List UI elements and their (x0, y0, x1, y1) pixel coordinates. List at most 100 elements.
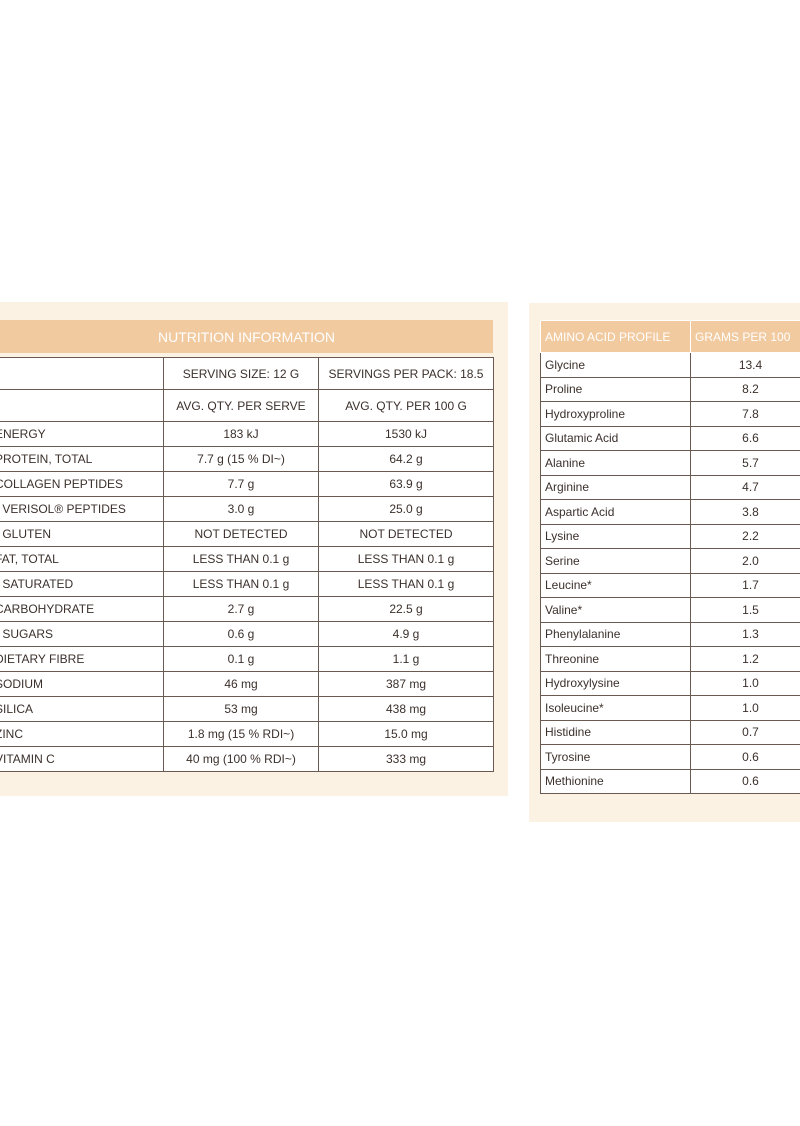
nutrient-label: DIETARY FIBRE (0, 646, 164, 672)
nutrient-row: VITAMIN C 40 mg (100 % RDI~) 333 mg (0, 746, 494, 772)
value-cell: 1530 kJ (318, 421, 494, 447)
value-cell: 1.8 mg (15 % RDI~) (163, 721, 319, 747)
amino-row: Methionine 0.6 (540, 768, 800, 794)
amino-name: Hydroxylysine (540, 670, 691, 696)
value-cell: 25.0 g (318, 496, 494, 522)
amino-name: Glutamic Acid (540, 425, 691, 451)
value-cell: 183 kJ (163, 421, 319, 447)
value-cell: 0.6 g (163, 621, 319, 647)
amino-row: Hydroxyproline 7.8 (540, 401, 800, 427)
value-cell: 15.0 mg (318, 721, 494, 747)
value-cell: 64.2 g (318, 446, 494, 472)
value-cell: 438 mg (318, 696, 494, 722)
header-row: AVG. QTY. PER SERVE AVG. QTY. PER 100 G (0, 389, 494, 422)
value-cell: 22.5 g (318, 596, 494, 622)
amino-row: Histidine 0.7 (540, 719, 800, 745)
amino-name: Leucine* (540, 572, 691, 598)
amino-row: Phenylalanine 1.3 (540, 621, 800, 647)
amino-value: 1.0 (690, 670, 800, 696)
amino-row: Isoleucine* 1.0 (540, 695, 800, 721)
amino-name: Serine (540, 548, 691, 574)
nutrient-label: VITAMIN C (0, 746, 164, 772)
amino-row: Arginine 4.7 (540, 474, 800, 500)
nutrient-label: SILICA (0, 696, 164, 722)
amino-row: Glycine 13.4 (540, 352, 800, 378)
amino-value: 6.6 (690, 425, 800, 451)
amino-row: Leucine* 1.7 (540, 572, 800, 598)
amino-value: 7.8 (690, 401, 800, 427)
value-cell: 46 mg (163, 671, 319, 697)
nutrient-label: - VERISOL® PEPTIDES (0, 496, 164, 522)
nutrient-label: ENERGY (0, 421, 164, 447)
value-cell: 1.1 g (318, 646, 494, 672)
amino-name: Glycine (540, 352, 691, 378)
amino-row: Hydroxylysine 1.0 (540, 670, 800, 696)
amino-value: 1.3 (690, 621, 800, 647)
amino-name: Tyrosine (540, 744, 691, 770)
amino-row: Aspartic Acid 3.8 (540, 499, 800, 525)
blank-cell (0, 389, 164, 422)
nutrient-row: COLLAGEN PEPTIDES 7.7 g 63.9 g (0, 471, 494, 497)
amino-name: Alanine (540, 450, 691, 476)
header-row: SERVING SIZE: 12 G SERVINGS PER PACK: 18.… (0, 357, 494, 390)
value-cell: 4.9 g (318, 621, 494, 647)
value-cell: 7.7 g (15 % DI~) (163, 446, 319, 472)
amino-name: Aspartic Acid (540, 499, 691, 525)
nutrient-row: CARBOHYDRATE 2.7 g 22.5 g (0, 596, 494, 622)
header-cell: AVG. QTY. PER 100 G (318, 389, 494, 422)
amino-row: Serine 2.0 (540, 548, 800, 574)
header-cell: AMINO ACID PROFILE (540, 320, 691, 353)
value-cell: LESS THAN 0.1 g (163, 571, 319, 597)
amino-name: Threonine (540, 646, 691, 672)
amino-value: 1.7 (690, 572, 800, 598)
amino-name: Hydroxyproline (540, 401, 691, 427)
header-cell: AVG. QTY. PER SERVE (163, 389, 319, 422)
nutrition-panel: NUTRITION INFORMATION SERVING SIZE: 12 G… (0, 302, 508, 796)
amino-row: Valine* 1.5 (540, 597, 800, 623)
value-cell: 3.0 g (163, 496, 319, 522)
amino-row: Glutamic Acid 6.6 (540, 425, 800, 451)
nutrient-row: - VERISOL® PEPTIDES 3.0 g 25.0 g (0, 496, 494, 522)
nutrient-label: - GLUTEN (0, 521, 164, 547)
nutrient-row: ENERGY 183 kJ 1530 kJ (0, 421, 494, 447)
amino-name: Methionine (540, 768, 691, 794)
nutrient-row: DIETARY FIBRE 0.1 g 1.1 g (0, 646, 494, 672)
amino-row: Tyrosine 0.6 (540, 744, 800, 770)
amino-value: 0.7 (690, 719, 800, 745)
value-cell: 0.1 g (163, 646, 319, 672)
amino-row: Threonine 1.2 (540, 646, 800, 672)
amino-value: 3.8 (690, 499, 800, 525)
nutrient-label: - SATURATED (0, 571, 164, 597)
value-cell: 387 mg (318, 671, 494, 697)
amino-name: Proline (540, 376, 691, 402)
amino-row: Lysine 2.2 (540, 523, 800, 549)
nutrient-row: PROTEIN, TOTAL 7.7 g (15 % DI~) 64.2 g (0, 446, 494, 472)
amino-name: Phenylalanine (540, 621, 691, 647)
value-cell: 53 mg (163, 696, 319, 722)
nutrient-row: - SUGARS 0.6 g 4.9 g (0, 621, 494, 647)
nutrient-label: SODIUM (0, 671, 164, 697)
nutrient-label: - SUGARS (0, 621, 164, 647)
header-cell: SERVINGS PER PACK: 18.5 (318, 357, 494, 390)
amino-value: 0.6 (690, 768, 800, 794)
amino-panel: AMINO ACID PROFILE GRAMS PER 100 Glycine 13… (529, 303, 800, 822)
amino-row: Alanine 5.7 (540, 450, 800, 476)
amino-value: 8.2 (690, 376, 800, 402)
nutrition-table: SERVING SIZE: 12 G SERVINGS PER PACK: 18.… (0, 357, 494, 772)
amino-name: Arginine (540, 474, 691, 500)
nutrient-label: COLLAGEN PEPTIDES (0, 471, 164, 497)
header-cell: SERVING SIZE: 12 G (163, 357, 319, 390)
blank-cell (0, 357, 164, 390)
value-cell: NOT DETECTED (318, 521, 494, 547)
nutrient-row: - GLUTEN NOT DETECTED NOT DETECTED (0, 521, 494, 547)
amino-value: 4.7 (690, 474, 800, 500)
amino-name: Isoleucine* (540, 695, 691, 721)
amino-value: 5.7 (690, 450, 800, 476)
nutrient-row: FAT, TOTAL LESS THAN 0.1 g LESS THAN 0.1 g (0, 546, 494, 572)
amino-name: Valine* (540, 597, 691, 623)
nutrient-label: FAT, TOTAL (0, 546, 164, 572)
amino-value: 1.0 (690, 695, 800, 721)
